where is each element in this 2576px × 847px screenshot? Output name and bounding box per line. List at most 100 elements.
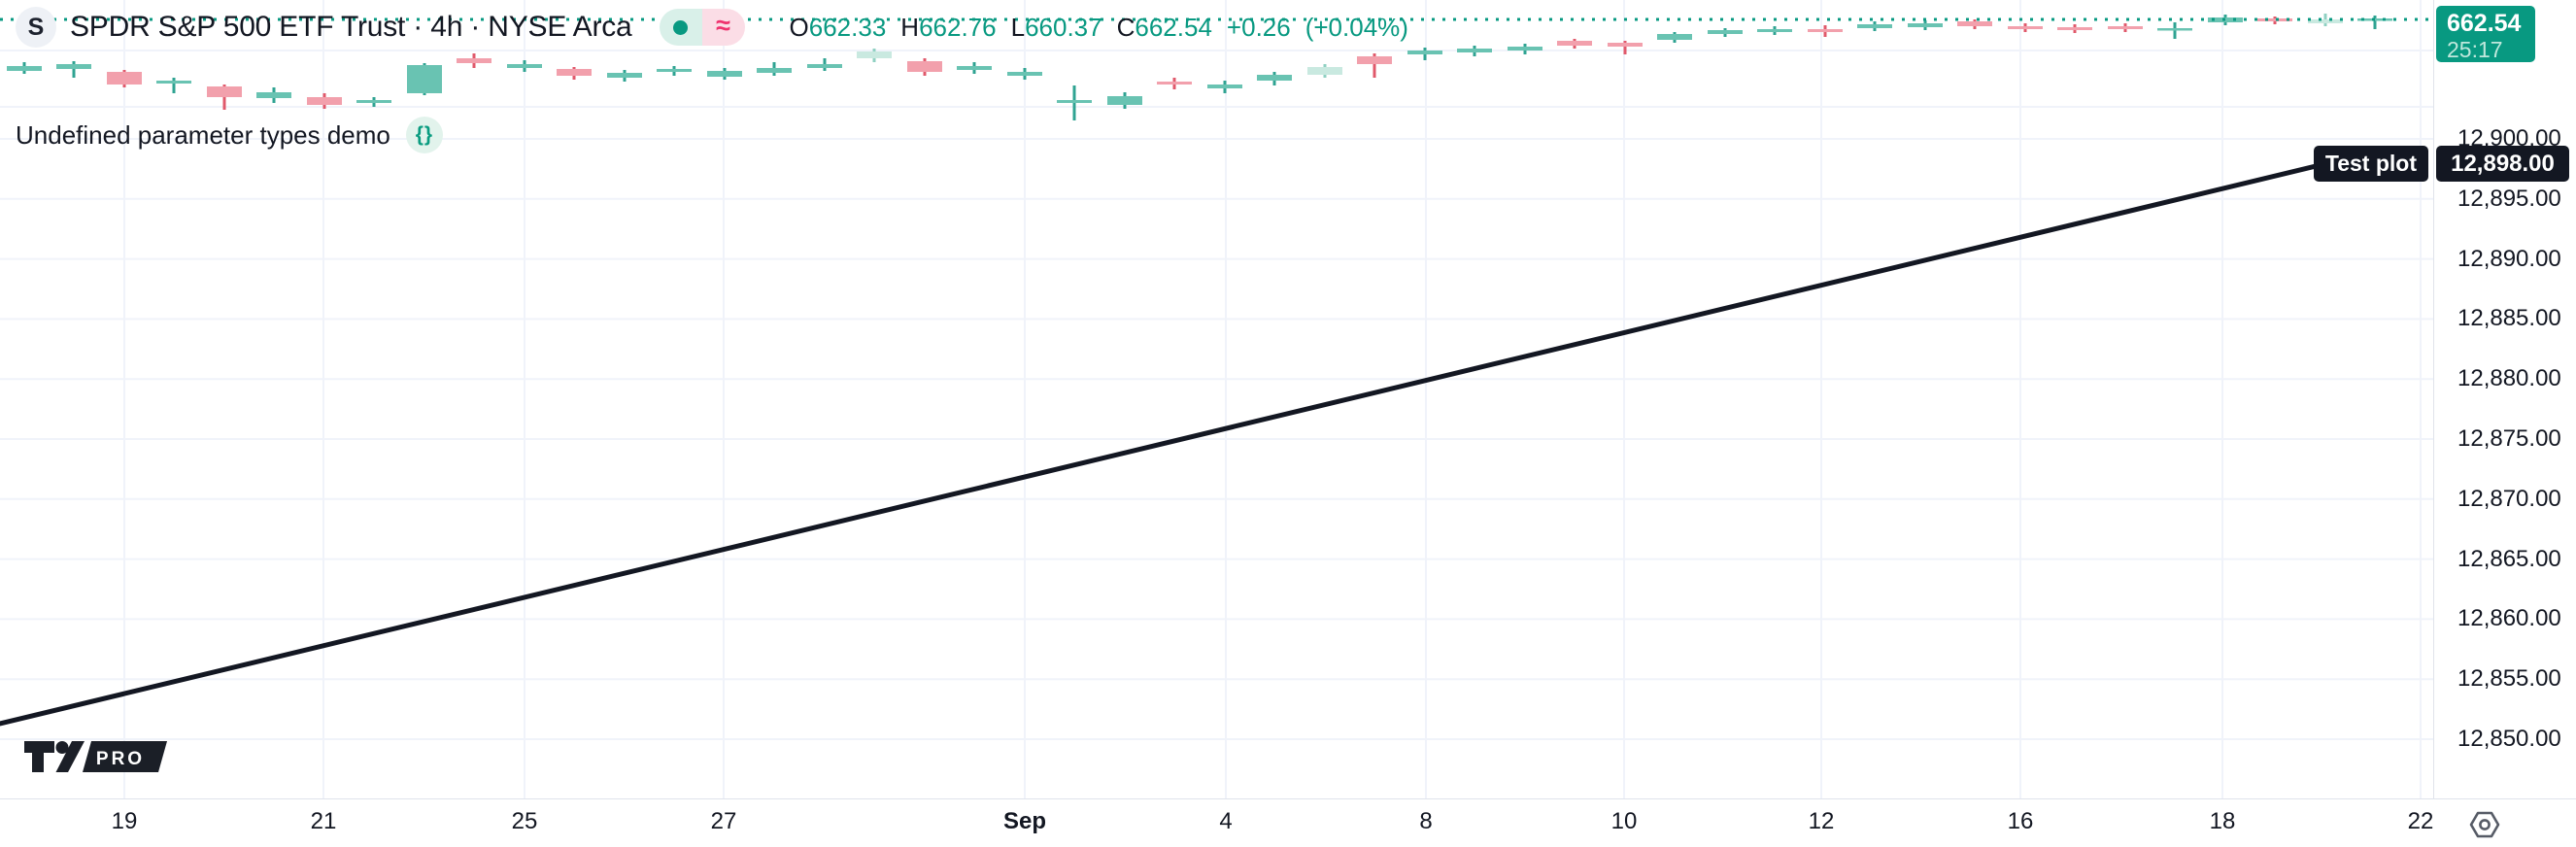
y-axis-label: 12,895.00 [2457,185,2561,212]
braces-glyph: {} [415,123,434,146]
y-axis-label: 12,875.00 [2457,425,2561,452]
candle-body [457,58,491,63]
indicator-name: Undefined parameter types demo [16,119,390,150]
candle-body [1207,85,1242,88]
candle-body [1857,24,1892,28]
candle-body [156,81,191,84]
candle-body [56,64,91,69]
candle-body [1007,72,1042,76]
candle-body [1357,56,1392,64]
candle-body [957,66,992,70]
candle-body [1808,29,1843,32]
tradingview-logo[interactable]: PRO [23,739,169,779]
last-price-badge: 662.54 25:17 [2436,6,2535,62]
x-axis-label: 27 [710,808,737,834]
candle-body [356,100,391,103]
candle-body [1057,100,1092,103]
test-plot-label: Test plot [2313,146,2428,182]
candle-body [1508,47,1542,51]
candle-body [2308,19,2343,23]
candle-body [1708,30,1743,34]
x-axis-label: 25 [511,808,538,834]
market-open-dot-icon [673,19,689,35]
candle-body [657,69,692,72]
candle-body [1457,49,1492,52]
candle-body [557,69,592,76]
y-axis-label: 12,890.00 [2457,245,2561,272]
candle-body [2008,26,2043,29]
symbol-header[interactable]: S SPDR S&P 500 ETF Trust · 4h · NYSE Arc… [16,6,1423,49]
extended-hours-segment[interactable]: ≈ [701,9,745,46]
candle-body [1307,67,1342,75]
x-axis-label: 19 [111,808,138,834]
candle-body [857,51,892,58]
candle-body [757,68,792,73]
candle-body [1757,29,1792,32]
symbol-logo-letter: S [27,13,45,41]
ohlc-low: L660.37 [1010,12,1102,42]
x-axis-label: 4 [1219,808,1233,834]
x-axis-label: 18 [2209,808,2236,834]
candle-body [307,97,342,105]
candle-body [1257,75,1292,81]
hexagon-settings-icon [2469,811,2500,838]
y-axis-label: 12,885.00 [2457,305,2561,332]
candle-body [256,92,291,98]
candle-body [607,73,642,78]
candle-body [1608,43,1643,47]
y-axis-label: 12,860.00 [2457,605,2561,632]
candle-body [1657,34,1692,40]
test-plot-line [0,160,2332,727]
symbol-logo[interactable]: S [16,7,56,48]
candle-body [2257,18,2292,21]
ohlc-close: C662.54 [1116,12,1212,42]
candle-body [2357,18,2392,21]
ohlc-open: O662.33 [789,12,887,42]
change-value: +0.26 [1226,12,1291,42]
tv-pro-label: PRO [96,749,145,769]
tradingview-logo-icon: PRO [24,741,167,772]
y-axis-label: 12,855.00 [2457,665,2561,693]
candle-body [1107,96,1142,105]
candle-body [1957,21,1992,26]
candle-body [2157,28,2192,31]
candle-body [1157,82,1192,85]
candle-body [407,65,442,93]
candle-body [107,72,142,85]
candle-body [2208,17,2243,22]
market-status-pill[interactable]: ≈ [659,9,745,46]
x-axis-label: 22 [2407,808,2434,834]
extended-hours-icon: ≈ [716,11,730,40]
y-axis-label: 12,850.00 [2457,726,2561,752]
change-percent: (+0.04%) [1305,12,1408,42]
x-axis-label: 16 [2007,808,2034,834]
candle-body [907,61,942,72]
indicator-legend-row[interactable]: Undefined parameter types demo {} [16,117,443,153]
price-axis[interactable]: 12,900.00 12,895.00 12,890.00 12,885.00 12,8… [2433,0,2576,798]
x-axis-label: 10 [1610,808,1638,834]
x-axis-label: Sep [1002,808,1047,834]
x-axis-label: 21 [310,808,337,834]
test-plot-price-badge: 12,898.00 [2436,146,2569,182]
symbol-title[interactable]: SPDR S&P 500 ETF Trust · 4h · NYSE Arca [70,11,632,43]
time-axis[interactable]: 19 21 25 27 Sep 4 8 10 12 16 18 22 [0,798,2576,846]
pine-source-icon[interactable]: {} [405,117,443,153]
bar-countdown: 25:17 [2447,37,2503,62]
candle-body [1557,41,1592,46]
candle-body [1908,23,1943,27]
y-axis-label: 12,880.00 [2457,365,2561,392]
candle-body [507,64,542,68]
candle-body [2057,27,2092,30]
axis-settings-button[interactable] [2464,807,2505,847]
x-axis-label: 8 [1419,808,1433,834]
market-open-segment[interactable] [659,9,702,46]
candle-body [707,71,742,77]
y-axis-label: 12,865.00 [2457,545,2561,572]
x-axis-label: 12 [1808,808,1835,834]
candle-body [2108,26,2143,29]
candle-body [807,64,842,68]
ohlc-row: O662.33 H662.76 L660.37 C662.54 +0.26 (+… [790,13,1423,43]
ohlc-high: H662.76 [900,12,997,42]
candle-body [1407,51,1442,54]
